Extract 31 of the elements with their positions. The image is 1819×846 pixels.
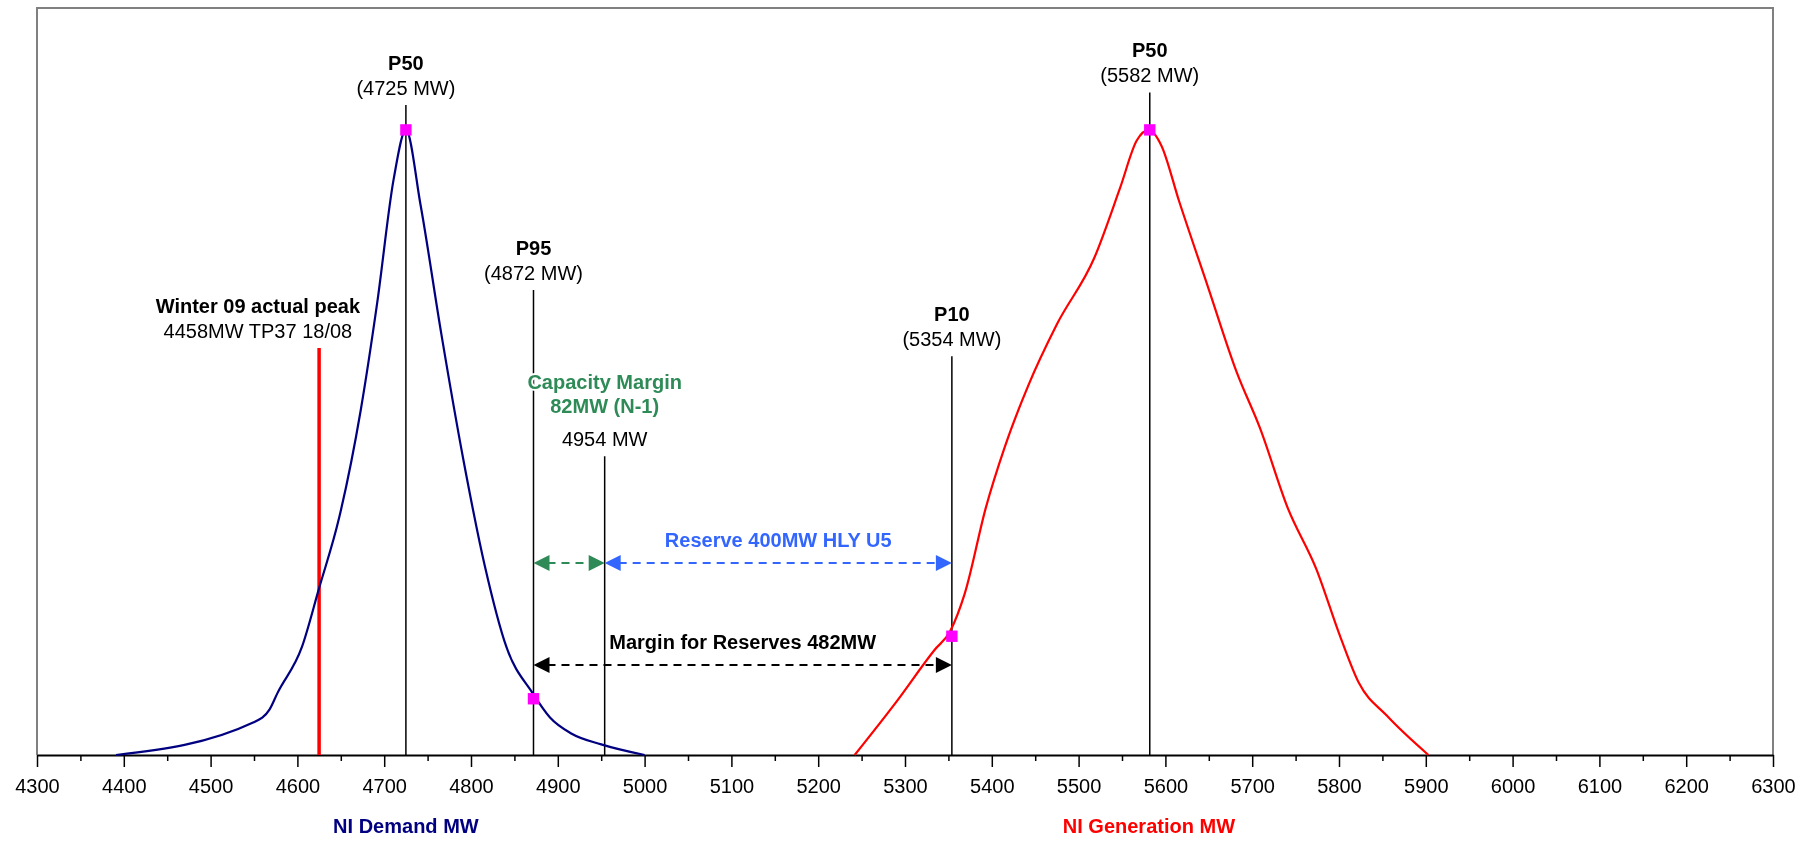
x-tick-label: 5500 <box>1056 775 1102 797</box>
x-tick-label: 4500 <box>188 775 234 797</box>
annotation: Winter 09 actual peak 4458MW TP37 18/08 <box>155 295 361 343</box>
annotation: Reserve 400MW HLY U5 <box>664 529 892 552</box>
x-tick-label: 4400 <box>102 775 147 797</box>
x-tick-label: 4700 <box>362 775 407 797</box>
x-tick-label: 6200 <box>1664 775 1709 797</box>
annotation: P50 (4725 MW) <box>356 51 456 99</box>
text: NI Demand MW <box>333 815 479 837</box>
x-tick-label: 6300 <box>1751 775 1796 797</box>
annotation: 4954 MW <box>561 428 648 451</box>
x-tick-label: 5800 <box>1317 775 1362 797</box>
x-tick-label: 4600 <box>275 775 321 797</box>
annotation: P50 (5582 MW) <box>1100 39 1200 87</box>
x-tick-label: 4300 <box>15 775 60 797</box>
x-tick-label: 5200 <box>796 775 841 797</box>
x-tick-label: 5600 <box>1143 775 1189 797</box>
annotation: P10 (5354 MW) <box>902 303 1002 351</box>
x-tick-label: 4900 <box>536 775 581 797</box>
x-tick-label: 5700 <box>1230 775 1275 797</box>
x-tick-label: 5000 <box>622 775 668 797</box>
x-tick-label: 6000 <box>1490 775 1536 797</box>
x-tick-label: 6100 <box>1577 775 1623 797</box>
x-tick-label: 5300 <box>883 775 928 797</box>
x-tick-label: 5400 <box>970 775 1015 797</box>
x-tick-label: 5900 <box>1404 775 1449 797</box>
x-tick-label: 5100 <box>709 775 755 797</box>
annotation: Margin for Reserves 482MW <box>609 630 877 653</box>
x-tick-label: 4800 <box>449 775 494 797</box>
text: NI Generation MW <box>1062 815 1236 837</box>
annotation: P95 (4872 MW) <box>484 236 583 284</box>
